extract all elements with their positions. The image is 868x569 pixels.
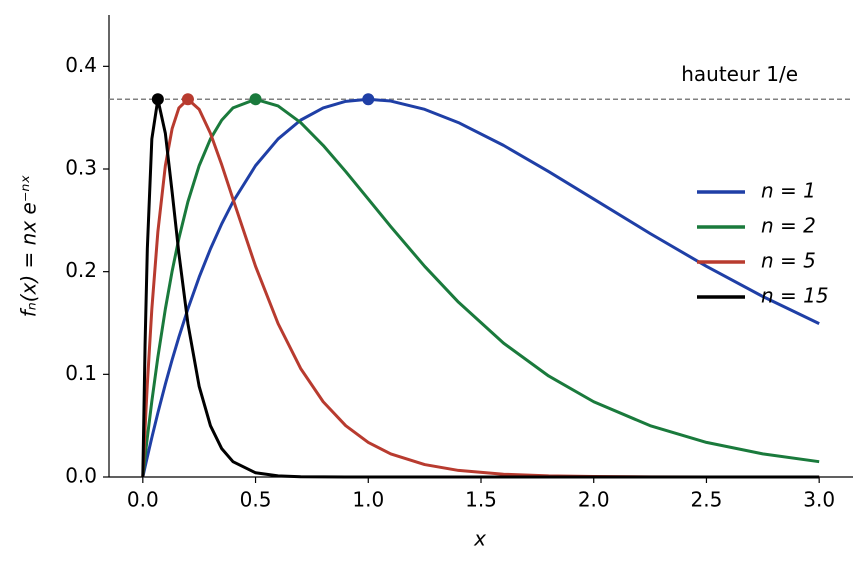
peak-marker xyxy=(151,93,164,106)
x-tick-label: 1.0 xyxy=(352,488,384,512)
y-tick-label: 0.0 xyxy=(65,464,97,488)
legend-label: n = 5 xyxy=(761,249,816,273)
legend-label: n = 15 xyxy=(761,284,829,308)
legend-label: n = 2 xyxy=(761,214,816,238)
x-tick-label: 1.5 xyxy=(465,488,497,512)
series-line xyxy=(141,97,820,479)
reference-label: hauteur 1/e xyxy=(681,62,798,86)
y-axis-label: fₙ(x) = nx e⁻ⁿˣ xyxy=(17,175,41,318)
x-tick-label: 0.0 xyxy=(127,488,159,512)
series-line xyxy=(141,97,820,478)
legend-label: n = 1 xyxy=(761,179,816,203)
x-tick-label: 2.5 xyxy=(691,488,723,512)
x-tick-label: 2.0 xyxy=(578,488,610,512)
peak-marker xyxy=(249,93,262,106)
peak-marker xyxy=(362,93,375,106)
x-axis-label: x xyxy=(473,527,486,551)
y-tick-label: 0.2 xyxy=(65,258,97,282)
x-tick-label: 3.0 xyxy=(803,488,835,512)
x-tick-label: 0.5 xyxy=(240,488,272,512)
y-tick-label: 0.3 xyxy=(65,156,97,180)
y-tick-label: 0.4 xyxy=(65,53,97,77)
series-line xyxy=(141,97,820,478)
y-tick-label: 0.1 xyxy=(65,361,97,385)
peak-marker xyxy=(181,93,194,106)
series-line xyxy=(141,97,820,479)
